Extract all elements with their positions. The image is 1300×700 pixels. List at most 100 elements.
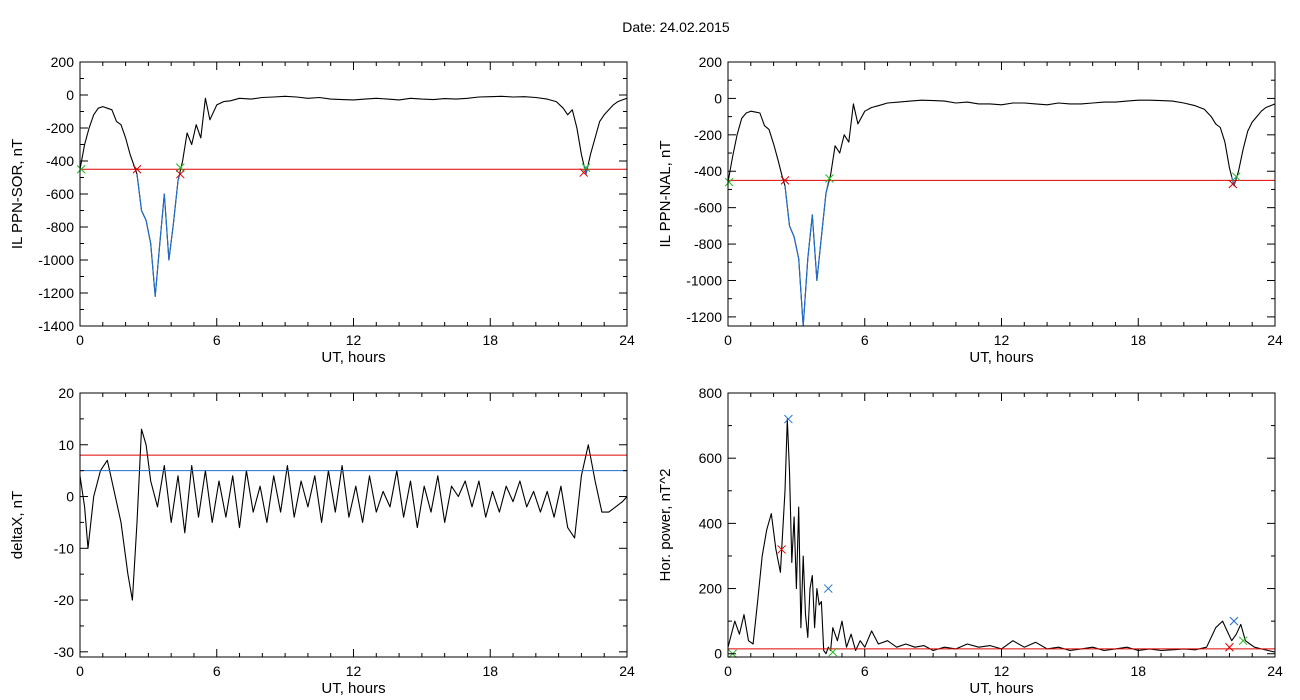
y-tick-label: 0 [714, 90, 722, 106]
marker-stroke-b [780, 175, 790, 185]
plot-area [80, 95, 627, 297]
y-tick-label: 20 [58, 385, 74, 401]
y-tick-label: 600 [699, 450, 723, 466]
y-tick-label: -10 [54, 540, 74, 556]
x-tick-label: 0 [76, 332, 84, 348]
panel-hor-power: 0 6 12 18 24 800 600 400 200 0 UT, hours Hor. power… [657, 385, 1283, 697]
y-tick-label: -20 [54, 592, 74, 608]
y-tick-label: 10 [58, 437, 74, 453]
marker-stroke-b [823, 584, 833, 593]
series-line-0 [80, 95, 627, 297]
marker-stroke-b [1229, 616, 1239, 626]
y-tick-label: -600 [694, 200, 722, 216]
x-tick-label: 18 [482, 332, 498, 348]
marker-6 [1225, 642, 1234, 652]
marker-2 [175, 163, 185, 172]
figure-title: Date: 24.02.2015 [622, 19, 730, 35]
x-tick-label: 12 [346, 663, 362, 679]
panel-il-ppn-sor: 0 6 12 18 24 200 0 -200 -400 -600 -800 -1000 -1200 -1… [9, 54, 635, 366]
y-tick-label: 0 [66, 489, 74, 505]
series-line-0 [728, 99, 1275, 326]
y-tick-label: -1000 [686, 272, 722, 288]
marker-0 [724, 177, 734, 187]
y-axis-label: Hor. power, nT^2 [657, 469, 674, 582]
marker-3 [175, 169, 185, 179]
plot-frame [79, 61, 628, 327]
y-axis-label: IL PPN-SOR, nT [9, 139, 26, 249]
y-tick-label: 200 [51, 54, 75, 70]
plot-frame [727, 61, 1276, 327]
y-tick-label: 200 [699, 54, 723, 70]
plot-frame [727, 392, 1276, 658]
x-tick-label: 12 [994, 663, 1010, 679]
y-tick-label: 0 [714, 646, 722, 662]
x-tick-label: 24 [619, 663, 635, 679]
y-tick-label: -200 [46, 120, 74, 136]
marker-2 [825, 174, 834, 183]
plot-frame [79, 392, 628, 658]
plot-area [728, 99, 1275, 326]
y-tick-label: -600 [46, 186, 74, 202]
marker-stroke-b [175, 163, 185, 172]
y-tick-label: -800 [694, 236, 722, 252]
marker-1 [777, 545, 786, 554]
x-tick-label: 18 [482, 663, 498, 679]
x-tick-label: 6 [213, 332, 221, 348]
marker-stroke-b [828, 647, 838, 657]
marker-stroke-b [784, 414, 793, 424]
marker-3 [823, 584, 833, 593]
x-axis-label: UT, hours [321, 680, 385, 697]
x-tick-label: 18 [1130, 332, 1146, 348]
panel-il-ppn-nal: 0 6 12 18 24 200 0 -200 -400 -600 -800 -1000 -1200 UT… [657, 54, 1283, 366]
x-tick-label: 0 [724, 663, 732, 679]
marker-4 [828, 647, 838, 657]
x-tick-label: 0 [724, 332, 732, 348]
series-line-0 [80, 428, 627, 601]
marker-stroke-b [1238, 636, 1248, 646]
y-axis-label: IL PPN-NAL, nT [657, 141, 674, 248]
y-tick-label: 0 [66, 87, 74, 103]
marker-stroke-b [724, 177, 734, 187]
marker-stroke-b [1225, 642, 1234, 652]
x-tick-label: 24 [1267, 663, 1283, 679]
marker-stroke-b [1231, 172, 1241, 182]
y-tick-label: -400 [46, 153, 74, 169]
series-line-1 [136, 172, 181, 297]
x-tick-label: 6 [861, 332, 869, 348]
y-tick-label: 800 [699, 385, 723, 401]
marker-4 [1228, 179, 1238, 189]
y-tick-label: -800 [46, 219, 74, 235]
marker-stroke-b [777, 545, 786, 554]
y-tick-label: -30 [54, 644, 74, 660]
x-tick-label: 0 [76, 663, 84, 679]
y-tick-label: 200 [699, 581, 723, 597]
series-line-0 [728, 418, 1275, 655]
x-tick-label: 24 [1267, 332, 1283, 348]
marker-stroke-b [1228, 179, 1238, 189]
y-tick-label: -1200 [686, 309, 722, 325]
x-tick-label: 12 [994, 332, 1010, 348]
y-tick-label: -1200 [38, 285, 74, 301]
marker-1 [132, 164, 142, 174]
plot-area [80, 428, 627, 601]
x-tick-label: 18 [1130, 663, 1146, 679]
marker-5 [579, 168, 589, 177]
marker-0 [76, 164, 86, 174]
marker-stroke-b [132, 164, 142, 174]
marker-2 [784, 414, 793, 424]
series-line-1 [784, 182, 829, 326]
y-tick-label: -1000 [38, 252, 74, 268]
marker-stroke-b [581, 163, 591, 172]
marker-5 [1229, 616, 1239, 626]
x-tick-label: 24 [619, 332, 635, 348]
marker-7 [1238, 636, 1248, 646]
y-tick-label: -200 [694, 127, 722, 143]
x-tick-label: 12 [346, 332, 362, 348]
y-axis-label: deltaX, nT [9, 491, 26, 559]
marker-stroke-b [76, 164, 86, 174]
x-axis-label: UT, hours [969, 349, 1033, 366]
marker-4 [581, 163, 591, 172]
marker-1 [780, 175, 790, 185]
marker-stroke-b [825, 174, 834, 183]
